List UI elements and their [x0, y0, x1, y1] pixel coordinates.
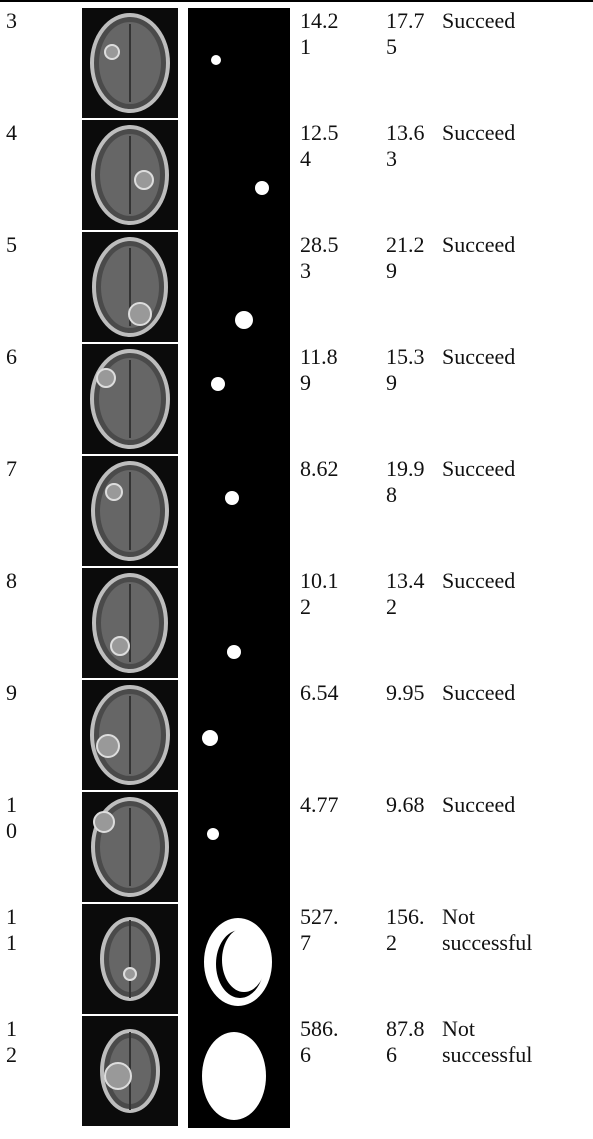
- status: Succeed: [442, 8, 546, 34]
- value-2: 15.39: [386, 344, 432, 396]
- row-number: 8: [6, 568, 20, 594]
- mri-image: [82, 8, 178, 118]
- tumor: [105, 45, 119, 59]
- table-border: [0, 0, 593, 2]
- value-1: 28.53: [300, 232, 346, 284]
- mask-image: [188, 680, 290, 792]
- value-2: 17.75: [386, 8, 432, 60]
- tumor: [129, 303, 151, 325]
- mask-image: [188, 1016, 290, 1128]
- mask-background: [188, 568, 290, 680]
- tumor: [106, 484, 122, 500]
- status: Succeed: [442, 232, 546, 258]
- row-number: 11: [6, 904, 20, 956]
- mask-blob: [255, 181, 269, 195]
- value-2: 87.86: [386, 1016, 432, 1068]
- value-1: 14.21: [300, 8, 346, 60]
- tumor: [94, 812, 114, 832]
- row-number: 3: [6, 8, 20, 34]
- mri-image: [82, 904, 178, 1014]
- value-1: 10.12: [300, 568, 346, 620]
- mask-background: [188, 120, 290, 232]
- mask-background: [188, 792, 290, 904]
- mask-background: [188, 8, 290, 120]
- value-2: 21.29: [386, 232, 432, 284]
- tumor: [135, 171, 153, 189]
- status: Not successful: [442, 1016, 546, 1068]
- status: Succeed: [442, 344, 546, 370]
- row-number: 5: [6, 232, 20, 258]
- mask-blob: [202, 1032, 266, 1120]
- mask-blob: [227, 645, 241, 659]
- value-1: 4.77: [300, 792, 346, 818]
- status: Succeed: [442, 568, 546, 594]
- mask-image: [188, 792, 290, 904]
- mask-background: [188, 456, 290, 568]
- value-2: 13.42: [386, 568, 432, 620]
- value-1: 12.54: [300, 120, 346, 172]
- value-1: 11.89: [300, 344, 346, 396]
- value-1: 6.54: [300, 680, 346, 706]
- mri-image: [82, 568, 178, 678]
- mask-image: [188, 232, 290, 344]
- mri-image: [82, 792, 178, 902]
- mask-blob: [235, 311, 253, 329]
- tumor: [97, 735, 119, 757]
- status: Succeed: [442, 792, 546, 818]
- mask-image: [188, 344, 290, 456]
- mask-image: [188, 120, 290, 232]
- mri-image: [82, 120, 178, 230]
- status: Succeed: [442, 456, 546, 482]
- value-2: 19.98: [386, 456, 432, 508]
- row-number: 6: [6, 344, 20, 370]
- mask-blob: [225, 491, 239, 505]
- mask-blob: [211, 55, 221, 65]
- mri-image: [82, 344, 178, 454]
- value-2: 9.68: [386, 792, 432, 818]
- mask-image: [188, 904, 290, 1016]
- value-2: 13.63: [386, 120, 432, 172]
- value-1: 586.6: [300, 1016, 346, 1068]
- mask-image: [188, 456, 290, 568]
- row-number: 4: [6, 120, 20, 146]
- mri-image: [82, 1016, 178, 1126]
- mask-background: [188, 344, 290, 456]
- status: Succeed: [442, 680, 546, 706]
- tumor: [97, 369, 115, 387]
- row-number: 10: [6, 792, 20, 844]
- mask-image: [188, 568, 290, 680]
- tumor: [105, 1063, 131, 1089]
- status: Not successful: [442, 904, 546, 956]
- row-number: 12: [6, 1016, 20, 1068]
- mri-image: [82, 456, 178, 566]
- tumor: [124, 968, 136, 980]
- mask-blob: [207, 828, 219, 840]
- mask-image: [188, 8, 290, 120]
- mri-image: [82, 232, 178, 342]
- mask-blob: [211, 377, 225, 391]
- value-1: 8.62: [300, 456, 346, 482]
- row-number: 7: [6, 456, 20, 482]
- status: Succeed: [442, 120, 546, 146]
- mask-blob: [222, 928, 266, 992]
- page: 3 14.21 17.75 Succeed 4 12.54 13.63 Succeed 5 28.…: [0, 0, 593, 1139]
- mri-image: [82, 680, 178, 790]
- value-2: 156.2: [386, 904, 432, 956]
- value-1: 527.7: [300, 904, 346, 956]
- tumor: [111, 637, 129, 655]
- row-number: 9: [6, 680, 20, 706]
- value-2: 9.95: [386, 680, 432, 706]
- mask-blob: [202, 730, 218, 746]
